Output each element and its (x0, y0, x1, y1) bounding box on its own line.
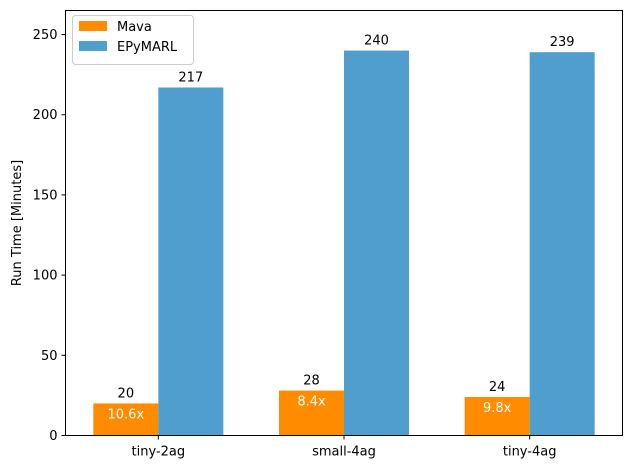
legend-swatch-mava (79, 21, 107, 31)
data-label-mava-small-4ag: 28 (303, 374, 320, 389)
bars-group (93, 50, 595, 436)
data-label-mava-tiny-4ag: 24 (489, 380, 506, 395)
x-tick-label-tiny-2ag: tiny-2ag (132, 445, 186, 460)
y-axis-label: Run Time [Minutes] (10, 160, 25, 286)
x-axis: tiny-2ag small-4ag tiny-4ag (132, 435, 557, 460)
y-tick-label-50: 50 (41, 349, 58, 364)
legend-label-epymarl: EPyMARL (117, 40, 178, 55)
x-tick-label-small-4ag: small-4ag (312, 445, 376, 460)
speedup-label-tiny-4ag: 9.8x (483, 401, 512, 416)
x-tick-label-tiny-4ag: tiny-4ag (503, 445, 557, 460)
data-label-epymarl-tiny-4ag: 239 (550, 35, 575, 50)
y-tick-label-0: 0 (49, 429, 57, 444)
data-labels-group: 20 10.6x 217 28 8.4x 240 24 9.8x 239 (108, 34, 575, 423)
bar-mava-tiny-2ag (93, 403, 159, 436)
data-label-mava-tiny-2ag: 20 (118, 386, 135, 401)
y-tick-label-250: 250 (33, 28, 58, 43)
y-tick-label-150: 150 (33, 188, 58, 203)
bar-epymarl-tiny-2ag (158, 87, 224, 436)
bar-epymarl-small-4ag (344, 50, 409, 436)
bar-mava-small-4ag (279, 390, 344, 436)
y-tick-label-200: 200 (33, 108, 58, 123)
legend-label-mava: Mava (117, 20, 152, 35)
legend-swatch-epymarl (79, 41, 107, 51)
y-tick-label-100: 100 (33, 269, 58, 284)
data-label-epymarl-small-4ag: 240 (364, 34, 389, 49)
bar-epymarl-tiny-4ag (529, 52, 595, 436)
speedup-label-tiny-2ag: 10.6x (108, 407, 145, 422)
y-axis: 0 50 100 150 200 250 (33, 28, 66, 444)
speedup-label-small-4ag: 8.4x (297, 395, 326, 410)
legend: Mava EPyMARL (72, 15, 194, 65)
data-label-epymarl-tiny-2ag: 217 (178, 70, 203, 85)
bar-mava-tiny-4ag (464, 397, 530, 436)
